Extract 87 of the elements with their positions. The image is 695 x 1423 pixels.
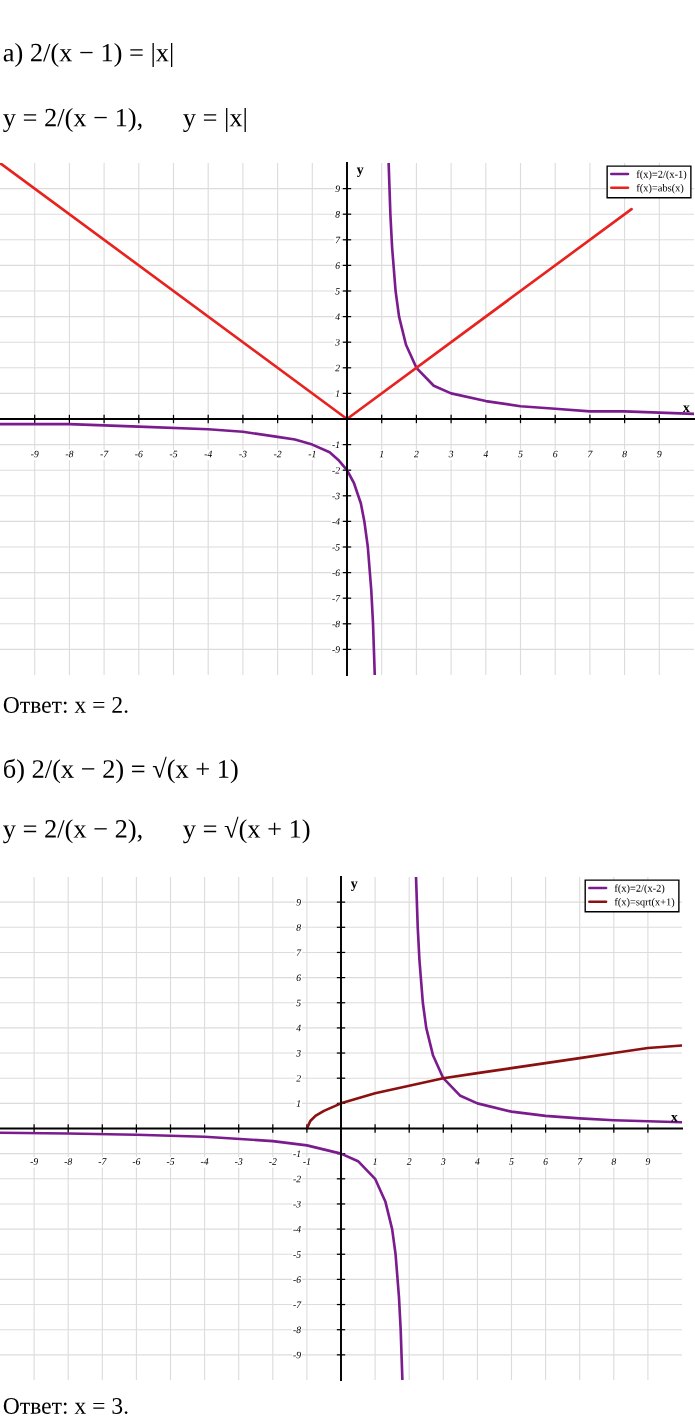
y-tick-label: 2 bbox=[335, 364, 340, 372]
legend-label: f(x)=abs(x) bbox=[636, 184, 684, 194]
x-tick-label: 7 bbox=[577, 1158, 583, 1165]
x-tick-label: -4 bbox=[204, 450, 213, 458]
text: Ответ: x = 3. bbox=[3, 1398, 128, 1415]
chart-title: б) 2/(x − 2) = √(x + 1) bbox=[4, 756, 238, 784]
y-tick-label: 6 bbox=[335, 262, 341, 269]
y-tick-label: 3 bbox=[335, 339, 340, 346]
y-tick-label: -6 bbox=[293, 1276, 302, 1283]
y-tick-label: 9 bbox=[335, 185, 340, 193]
x-tick-label: -1 bbox=[303, 1158, 310, 1165]
y-tick-label: -1 bbox=[332, 441, 340, 448]
x-tick-label: -5 bbox=[166, 1158, 175, 1165]
y-tick-label: 7 bbox=[296, 949, 302, 956]
y-tick-label: 3 bbox=[296, 1049, 301, 1057]
x-tick-label: 2 bbox=[406, 1158, 412, 1165]
y-tick-label: 1 bbox=[335, 390, 340, 397]
x-tick-label: 2 bbox=[413, 450, 419, 458]
x-tick-label: 5 bbox=[518, 450, 523, 458]
x-tick-label: 5 bbox=[509, 1158, 514, 1165]
x-tick-label: 8 bbox=[622, 450, 627, 458]
x-tick-label: -6 bbox=[135, 450, 143, 458]
y-tick-label: 5 bbox=[296, 999, 301, 1007]
y-tick-label: 6 bbox=[296, 974, 302, 982]
legend-label: f(x)=2/(x-1) bbox=[636, 170, 687, 180]
x-tick-label: -5 bbox=[169, 450, 178, 458]
text: Ответ: x = 2. bbox=[3, 697, 128, 714]
x-tick-label: 4 bbox=[483, 450, 489, 458]
chart-subtitle: y = 2/(x − 2), y = √(x + 1) bbox=[3, 816, 310, 844]
x-tick-label: -2 bbox=[269, 1158, 277, 1165]
x-tick-label: 3 bbox=[448, 450, 454, 458]
x-axis-title: x bbox=[670, 1115, 678, 1122]
y-axis-title: y bbox=[356, 167, 364, 177]
y-tick-label: 4 bbox=[296, 1024, 301, 1032]
x-tick-label: -8 bbox=[64, 1158, 73, 1165]
x-tick-label: -3 bbox=[239, 450, 247, 458]
y-tick-label: 2 bbox=[296, 1075, 301, 1082]
x-tick-label: 9 bbox=[657, 450, 662, 458]
x-tick-label: -6 bbox=[132, 1158, 141, 1165]
x-tick-label: -9 bbox=[31, 450, 39, 458]
legend-label: f(x)=sqrt(x+1) bbox=[614, 898, 675, 908]
x-axis-title: x bbox=[682, 405, 690, 412]
x-tick-label: 6 bbox=[543, 1158, 548, 1165]
x-tick-label: 3 bbox=[440, 1158, 446, 1165]
y-tick-label: -4 bbox=[332, 518, 340, 525]
y-tick-label: -8 bbox=[293, 1326, 301, 1334]
y-tick-label: 8 bbox=[296, 924, 301, 931]
y-tick-label: 1 bbox=[296, 1100, 301, 1107]
y-tick-label: -5 bbox=[293, 1251, 301, 1258]
x-tick-label: -7 bbox=[98, 1158, 107, 1165]
y-tick-label: -9 bbox=[293, 1351, 301, 1359]
x-tick-label: -1 bbox=[308, 450, 316, 458]
x-tick-label: -4 bbox=[200, 1158, 209, 1165]
line-series bbox=[305, 1044, 682, 1130]
x-tick-label: -7 bbox=[100, 450, 109, 458]
y-tick-label: 5 bbox=[335, 288, 340, 295]
y-tick-label: -2 bbox=[293, 1175, 301, 1183]
y-tick-label: 9 bbox=[296, 899, 301, 906]
legend-label: f(x)=2/(x-2) bbox=[614, 884, 665, 894]
x-tick-label: -2 bbox=[273, 450, 282, 458]
y-tick-label: -7 bbox=[332, 595, 341, 602]
x-tick-label: 9 bbox=[645, 1158, 651, 1165]
x-tick-label: 6 bbox=[553, 450, 558, 458]
y-axis-title: y bbox=[350, 881, 358, 891]
y-tick-label: -8 bbox=[332, 620, 340, 628]
x-tick-label: -9 bbox=[30, 1158, 38, 1165]
y-tick-label: -1 bbox=[293, 1150, 301, 1158]
y-tick-label: -5 bbox=[332, 544, 340, 551]
y-tick-label: 7 bbox=[335, 236, 341, 244]
x-tick-label: 1 bbox=[373, 1158, 377, 1165]
y-tick-label: -3 bbox=[332, 492, 340, 500]
y-tick-label: -2 bbox=[332, 467, 340, 474]
y-tick-label: -7 bbox=[293, 1301, 302, 1308]
x-tick-label: -8 bbox=[65, 450, 74, 458]
y-tick-label: 8 bbox=[335, 211, 340, 218]
y-tick-label: -9 bbox=[332, 646, 340, 653]
x-tick-label: 8 bbox=[611, 1158, 617, 1165]
x-tick-label: 4 bbox=[474, 1158, 480, 1165]
y-tick-label: 4 bbox=[335, 313, 340, 320]
x-tick-label: 1 bbox=[379, 450, 384, 458]
y-tick-label: -3 bbox=[293, 1200, 301, 1208]
y-tick-label: -6 bbox=[332, 569, 341, 577]
y-tick-label: -4 bbox=[293, 1226, 301, 1233]
x-tick-label: 7 bbox=[588, 450, 593, 458]
chart-subtitle: y = 2/(x − 1), y = |x| bbox=[3, 108, 246, 132]
chart-title: а) 2/(x − 1) = |x| bbox=[3, 43, 173, 67]
x-tick-label: -3 bbox=[235, 1158, 243, 1165]
